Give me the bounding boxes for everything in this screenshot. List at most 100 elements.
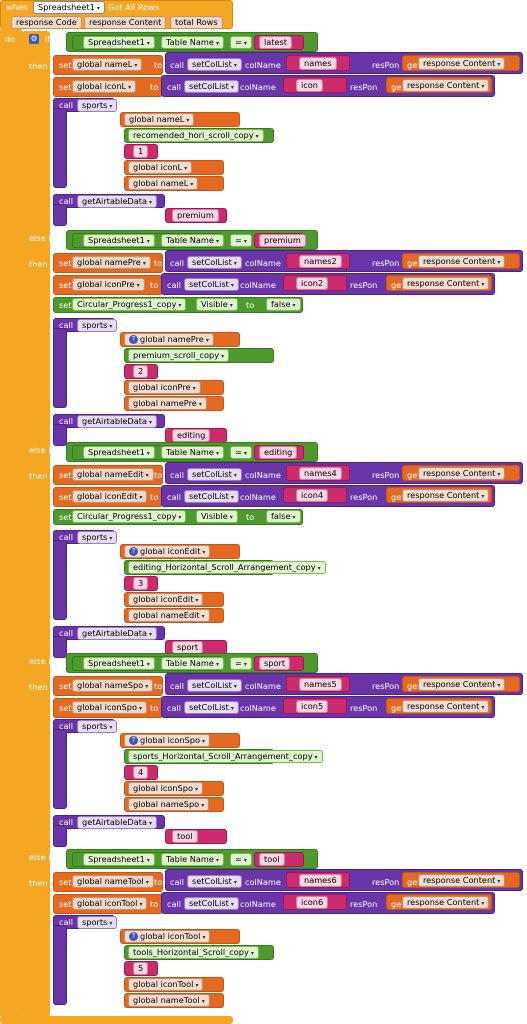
setcollist-b-0[interactable]: setColList ▾ — [184, 80, 239, 93]
help-icon[interactable]: ? — [129, 547, 138, 556]
eq-operator-2[interactable]: = ▾ — [230, 446, 252, 459]
names-col-text-0[interactable]: names — [299, 57, 337, 70]
setcollist-b-4[interactable]: setColList ▾ — [184, 897, 239, 910]
tablename-text-3[interactable]: tool — [172, 830, 198, 843]
eq-operator-3[interactable]: = ▾ — [230, 657, 252, 670]
help-icon[interactable]: ? — [129, 736, 138, 745]
tablename-prop-3[interactable]: Table Name ▾ — [161, 657, 224, 670]
help-icon[interactable]: ? — [129, 335, 138, 344]
icon-col-text-1[interactable]: icon2 — [296, 277, 329, 290]
eq-operator-1[interactable]: = ▾ — [230, 234, 252, 247]
set-icon-var-0[interactable]: global iconL ▾ — [72, 80, 137, 93]
mutator-gear-icon[interactable]: ⚙ — [29, 34, 39, 44]
sports-args-rail-3[interactable] — [53, 729, 67, 809]
response-content-b-3[interactable]: response Content ▾ — [402, 700, 490, 713]
sheet-dropdown-0[interactable]: Spreadsheet1 ▾ — [83, 36, 155, 49]
airtable-proc-3[interactable]: getAirtableData ▾ — [77, 816, 157, 829]
setcollist-b-3[interactable]: setColList ▾ — [184, 701, 239, 714]
set-name-var-2[interactable]: global nameEdit ▾ — [72, 468, 154, 481]
lab-var-4[interactable]: global nameTool ▾ — [128, 994, 210, 1007]
list-var-0[interactable]: global nameL ▾ — [124, 113, 195, 126]
sports-proc-2[interactable]: sports ▾ — [77, 531, 118, 544]
setcollist-a-3[interactable]: setColList ▾ — [187, 679, 242, 692]
sheet-dropdown-2[interactable]: Spreadsheet1 ▾ — [83, 446, 155, 459]
icon-col-text-3[interactable]: icon5 — [296, 700, 329, 713]
sports-proc-0[interactable]: sports ▾ — [77, 99, 118, 112]
sheet-dropdown-3[interactable]: Spreadsheet1 ▾ — [83, 657, 155, 670]
help-icon[interactable]: ? — [129, 932, 138, 941]
set-name-var-3[interactable]: global nameSpo ▾ — [72, 679, 154, 692]
sports-args-rail-0[interactable] — [53, 108, 67, 188]
names-col-text-1[interactable]: names2 — [299, 255, 342, 268]
response-content-a-0[interactable]: response Content ▾ — [418, 57, 506, 70]
event-param-total-rows[interactable]: total Rows — [170, 16, 223, 29]
cond-text-3[interactable]: sport — [259, 657, 291, 670]
visible-prop-2[interactable]: Visible ▾ — [196, 510, 238, 523]
icon-col-text-2[interactable]: icon4 — [296, 489, 329, 502]
set-icon-var-1[interactable]: global iconPre ▾ — [72, 278, 145, 291]
response-content-a-2[interactable]: response Content ▾ — [418, 467, 506, 480]
names-col-text-2[interactable]: names4 — [299, 467, 342, 480]
tablename-prop-0[interactable]: Table Name ▾ — [161, 36, 224, 49]
tablename-text-1[interactable]: editing — [172, 429, 211, 442]
setcollist-a-2[interactable]: setColList ▾ — [187, 468, 242, 481]
response-content-a-4[interactable]: response Content ▾ — [418, 874, 506, 887]
airtable-proc-2[interactable]: getAirtableData ▾ — [77, 627, 157, 640]
sports-args-rail-2[interactable] — [53, 540, 67, 620]
icon-col-text-4[interactable]: icon6 — [296, 896, 329, 909]
airtable-args-rail-1[interactable] — [53, 424, 67, 446]
false-value-2[interactable]: false ▾ — [266, 510, 301, 523]
airtable-args-rail-2[interactable] — [53, 636, 67, 658]
lab-var-1[interactable]: global namePre ▾ — [128, 397, 207, 410]
airtable-proc-1[interactable]: getAirtableData ▾ — [77, 415, 157, 428]
list-var-3[interactable]: ? global iconSpo ▾ — [124, 734, 210, 747]
visible-prop-1[interactable]: Visible ▾ — [196, 298, 238, 311]
set-icon-var-2[interactable]: global iconEdit ▾ — [72, 490, 148, 503]
eq-operator-4[interactable]: = ▾ — [230, 853, 252, 866]
tablename-prop-1[interactable]: Table Name ▾ — [161, 234, 224, 247]
response-content-a-3[interactable]: response Content ▾ — [418, 678, 506, 691]
image-var-0[interactable]: global iconL ▾ — [128, 161, 193, 174]
cond-text-0[interactable]: latest — [259, 36, 293, 49]
image-var-4[interactable]: global iconTool ▾ — [128, 978, 204, 991]
set-name-var-0[interactable]: global nameL ▾ — [72, 58, 143, 71]
response-content-b-0[interactable]: response Content ▾ — [402, 79, 490, 92]
set-name-var-4[interactable]: global nameTool ▾ — [72, 875, 154, 888]
hsa-value-0[interactable]: recomended_hori_scroll_copy ▾ — [128, 129, 264, 142]
tablename-prop-2[interactable]: Table Name ▾ — [161, 446, 224, 459]
hsa-value-4[interactable]: tools_Horizontal_Scroll_copy ▾ — [128, 946, 259, 959]
response-content-b-1[interactable]: response Content ▾ — [402, 277, 490, 290]
id-value-1[interactable]: 2 — [133, 365, 149, 378]
cond-text-2[interactable]: editing — [259, 446, 298, 459]
tablename-prop-4[interactable]: Table Name ▾ — [161, 853, 224, 866]
hsa-value-2[interactable]: editing_Horizontal_Scroll_Arrangement_co… — [128, 561, 326, 574]
event-component-dropdown[interactable]: Spreadsheet1 ▾ — [33, 1, 105, 14]
circular-dropdown-2[interactable]: Circular_Progress1_copy ▾ — [72, 510, 187, 523]
lab-var-2[interactable]: global nameEdit ▾ — [128, 609, 210, 622]
hsa-value-1[interactable]: premium_scroll_copy ▾ — [128, 349, 230, 362]
names-col-text-4[interactable]: names6 — [299, 874, 342, 887]
lab-var-3[interactable]: global nameSpo ▾ — [128, 798, 210, 811]
circular-dropdown-1[interactable]: Circular_Progress1_copy ▾ — [72, 298, 187, 311]
image-var-2[interactable]: global iconEdit ▾ — [128, 593, 204, 606]
airtable-args-rail-3[interactable] — [53, 825, 67, 847]
airtable-proc-0[interactable]: getAirtableData ▾ — [77, 195, 157, 208]
event-param-response-content[interactable]: response Content — [84, 16, 167, 29]
sheet-dropdown-1[interactable]: Spreadsheet1 ▾ — [83, 234, 155, 247]
list-var-1[interactable]: ? global namePre ▾ — [124, 333, 214, 346]
setcollist-a-0[interactable]: setColList ▾ — [187, 58, 242, 71]
hsa-value-3[interactable]: sports_Horizontal_Scroll_Arrangement_cop… — [128, 750, 323, 763]
image-var-3[interactable]: global iconSpo ▾ — [128, 782, 203, 795]
sheet-dropdown-4[interactable]: Spreadsheet1 ▾ — [83, 853, 155, 866]
response-content-b-2[interactable]: response Content ▾ — [402, 489, 490, 502]
response-content-b-4[interactable]: response Content ▾ — [402, 896, 490, 909]
sports-proc-1[interactable]: sports ▾ — [77, 319, 118, 332]
lab-var-0[interactable]: global nameL ▾ — [128, 177, 199, 190]
image-var-1[interactable]: global iconPre ▾ — [128, 381, 201, 394]
cond-text-4[interactable]: tool — [259, 853, 285, 866]
list-var-4[interactable]: ? global iconTool ▾ — [124, 930, 211, 943]
response-content-a-1[interactable]: response Content ▾ — [418, 255, 506, 268]
setcollist-a-1[interactable]: setColList ▾ — [187, 256, 242, 269]
tablename-text-0[interactable]: premium — [172, 209, 219, 222]
if-block-rail[interactable] — [22, 31, 50, 1017]
